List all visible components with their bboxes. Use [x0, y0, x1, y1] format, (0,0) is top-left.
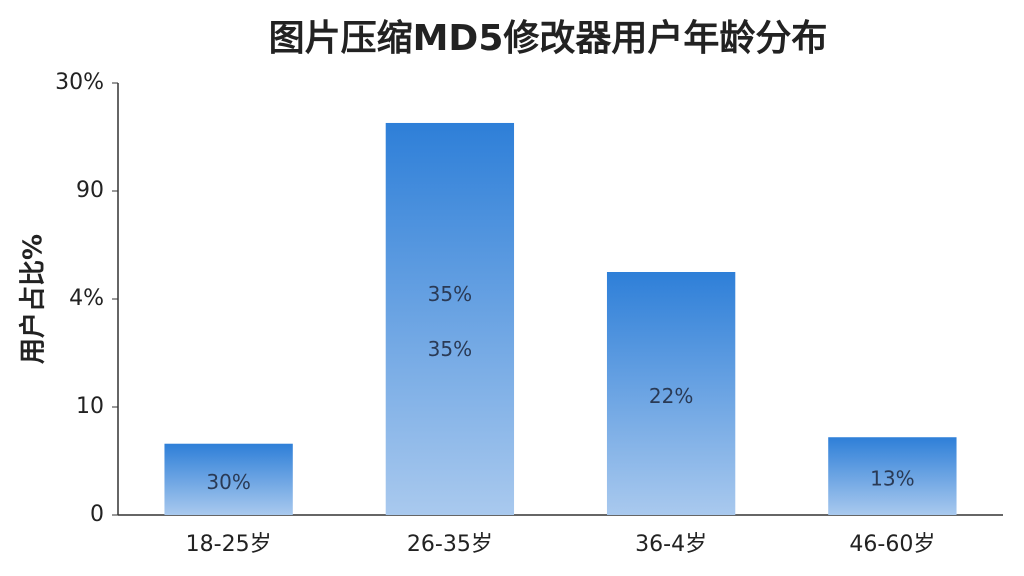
x-tick-label: 36-4岁: [635, 532, 707, 557]
x-tick-label: 18-25岁: [186, 532, 272, 557]
bar-label: 35%: [428, 337, 472, 361]
bar: [606, 272, 736, 515]
y-tick-label: 10: [76, 394, 104, 419]
y-tick-label: 90: [76, 178, 104, 203]
bar: [164, 443, 293, 515]
bar-label: 13%: [870, 467, 914, 491]
bar: [385, 122, 515, 516]
bar-label: 30%: [206, 470, 250, 494]
x-tick-label: 26-35岁: [407, 532, 493, 557]
y-tick-label: 4%: [69, 286, 104, 311]
bar: [828, 437, 957, 515]
bar-label: 22%: [649, 384, 693, 408]
bar-label: 35%: [428, 282, 472, 306]
x-tick-label: 46-60岁: [849, 532, 935, 557]
y-axis-label: 用户占比%: [18, 234, 49, 364]
y-tick-label: 0: [90, 502, 104, 527]
chart-title: 图片压缩MD5修改器用户年龄分布: [269, 18, 828, 59]
y-tick-label: 30%: [55, 70, 104, 95]
